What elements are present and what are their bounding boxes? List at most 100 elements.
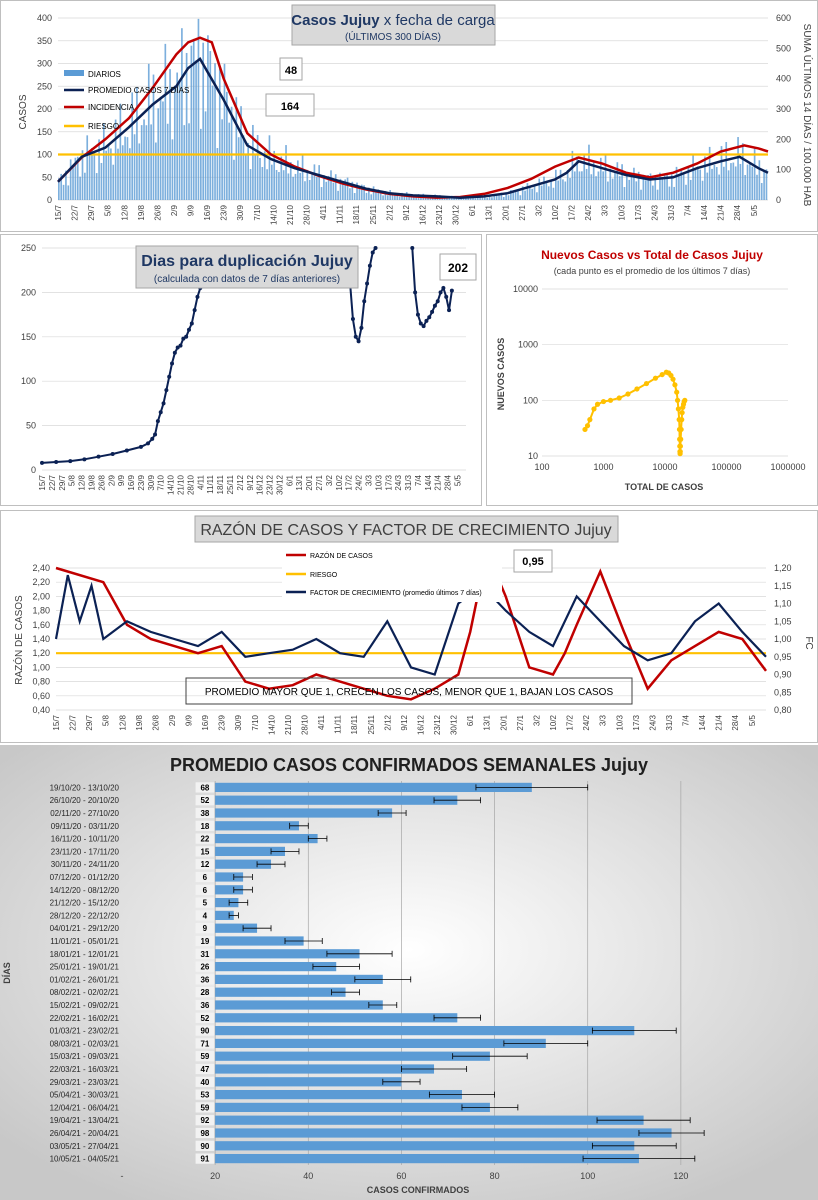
p2-ytick: 150: [21, 332, 36, 342]
p2-point: [153, 432, 158, 437]
p1-ytick-right: 500: [776, 43, 791, 53]
p1-daily-bar: [746, 164, 749, 200]
p5-label-bg: [195, 1089, 215, 1100]
p4-line-fc: [54, 574, 767, 676]
legend-riesgo: RIESGO: [88, 122, 119, 131]
p5-category: 01/03/21 - 23/02/21: [50, 1027, 120, 1036]
p2-xtick: 11/11: [206, 474, 215, 493]
p5-label-bg: [195, 1076, 215, 1087]
p2-xtick: 5/5: [454, 474, 463, 486]
p1-daily-bar: [62, 184, 65, 200]
p5-category: 15/03/21 - 09/03/21: [50, 1052, 120, 1061]
p1-daily-bar: [86, 135, 89, 200]
p1-daily-bar: [74, 157, 77, 200]
p4-xtick: 4/11: [317, 714, 326, 730]
p1-daily-bar: [687, 166, 690, 200]
p1-daily-bar: [202, 42, 205, 200]
p1-daily-bar: [491, 197, 493, 200]
p1-xtick: 17/2: [568, 204, 577, 220]
p5-label-bg: [195, 974, 215, 985]
p4-xtick: 18/11: [350, 714, 359, 734]
p2-point: [184, 334, 189, 339]
p1-daily-bar: [502, 196, 505, 200]
p2-xtick: 29/7: [58, 474, 67, 490]
p3-point: [634, 386, 640, 392]
p1-daily-bar: [313, 164, 316, 200]
p5-category: 22/02/21 - 16/02/21: [50, 1014, 120, 1023]
p1-daily-bar: [252, 124, 254, 200]
p1-daily-bar: [223, 63, 226, 200]
p1-daily-bar: [304, 181, 306, 200]
p1-daily-bar: [342, 183, 344, 200]
casos-diarios-chart: 0 50 100 150 200 250 300 350 400 0 100 200 300 400 50…: [0, 0, 818, 232]
p1-ytick-left: 350: [37, 36, 52, 46]
p2-point: [415, 312, 420, 317]
p1-daily-bar: [711, 168, 713, 200]
p1-daily-bar: [190, 45, 193, 200]
p5-bar-label: 28: [200, 988, 209, 997]
p3-xtick: 100: [534, 462, 549, 472]
p3-point: [582, 426, 588, 433]
p5-bar-label: 53: [200, 1091, 209, 1100]
p1-daily-bar: [521, 186, 524, 200]
p5-bar: [215, 910, 234, 921]
p5-bar-label: 91: [200, 1155, 209, 1164]
p1-daily-bar: [247, 142, 249, 200]
p1-daily-bar: [751, 166, 754, 200]
p1-daily-bar: [694, 169, 697, 200]
p1-ytick-left: 50: [42, 172, 52, 182]
p4-xtick: 5/5: [748, 714, 757, 726]
p5-category: 25/01/21 - 19/01/21: [50, 963, 120, 972]
panel1-title-bold: Casos Jujuy: [291, 12, 380, 29]
p1-daily-bar: [699, 169, 702, 200]
p1-daily-bar: [330, 170, 332, 200]
p1-daily-bar: [424, 196, 427, 200]
p4-xtick: 2/12: [383, 714, 392, 730]
p5-category: 07/12/20 - 01/12/20: [50, 873, 120, 882]
p2-xtick: 21/10: [177, 474, 186, 495]
p5-bar: [215, 795, 458, 805]
p5-label-bg: [195, 807, 215, 819]
p4-xtick: 10/3: [615, 714, 624, 730]
p2-xtick: 30/12: [275, 474, 284, 495]
p5-bar: [215, 833, 318, 844]
p1-daily-bar: [211, 85, 214, 200]
p1-daily-bar: [164, 43, 167, 201]
p3-point: [677, 443, 684, 449]
p4-xtick: 26/8: [151, 714, 160, 730]
p2-xtick: 12/8: [78, 474, 87, 490]
p5-bar: [215, 974, 383, 985]
p1-daily-bar: [133, 134, 136, 200]
p5-bar: [215, 923, 258, 933]
p1-daily-bar: [692, 155, 694, 200]
p2-xtick: 2/9: [107, 474, 116, 486]
p1-daily-bar: [614, 171, 616, 200]
p1-ytick-left: 300: [37, 59, 52, 69]
p3-point: [678, 436, 684, 442]
p2-point: [82, 457, 87, 462]
panel1-box2-value: 164: [281, 101, 300, 113]
panel4-border: [0, 510, 818, 743]
p1-daily-bar: [706, 172, 709, 200]
panel3-ylabel: NUEVOS CASOS: [496, 338, 506, 411]
p1-daily-bar: [136, 86, 138, 200]
p2-point: [427, 315, 432, 320]
p1-daily-bar: [169, 69, 171, 200]
p1-daily-bar: [280, 156, 283, 200]
p2-xtick: 7/4: [414, 474, 423, 486]
p1-xtick: 11/11: [336, 204, 345, 223]
p5-bar-label: 19: [200, 937, 209, 946]
panel-duplicacion: 0 50 100 150 200 250 15/7 22/7 29/7 5/8 12/8 19/8 2…: [0, 234, 482, 506]
panel3-grid: [542, 288, 788, 457]
p5-label-bg: [195, 1102, 215, 1113]
p1-daily-bar: [609, 168, 612, 200]
p5-bar: [215, 936, 304, 946]
p2-point: [359, 325, 364, 330]
p5-category: 30/11/20 - 24/11/20: [51, 860, 120, 869]
p5-category: 12/04/21 - 06/04/21: [50, 1103, 120, 1112]
p1-daily-bar: [261, 166, 264, 200]
p1-daily-bar: [207, 35, 209, 201]
p1-xtick: 16/12: [418, 204, 427, 225]
p3-xtick: 1000: [593, 462, 613, 472]
p5-category: 23/11/20 - 17/11/20: [51, 847, 120, 856]
